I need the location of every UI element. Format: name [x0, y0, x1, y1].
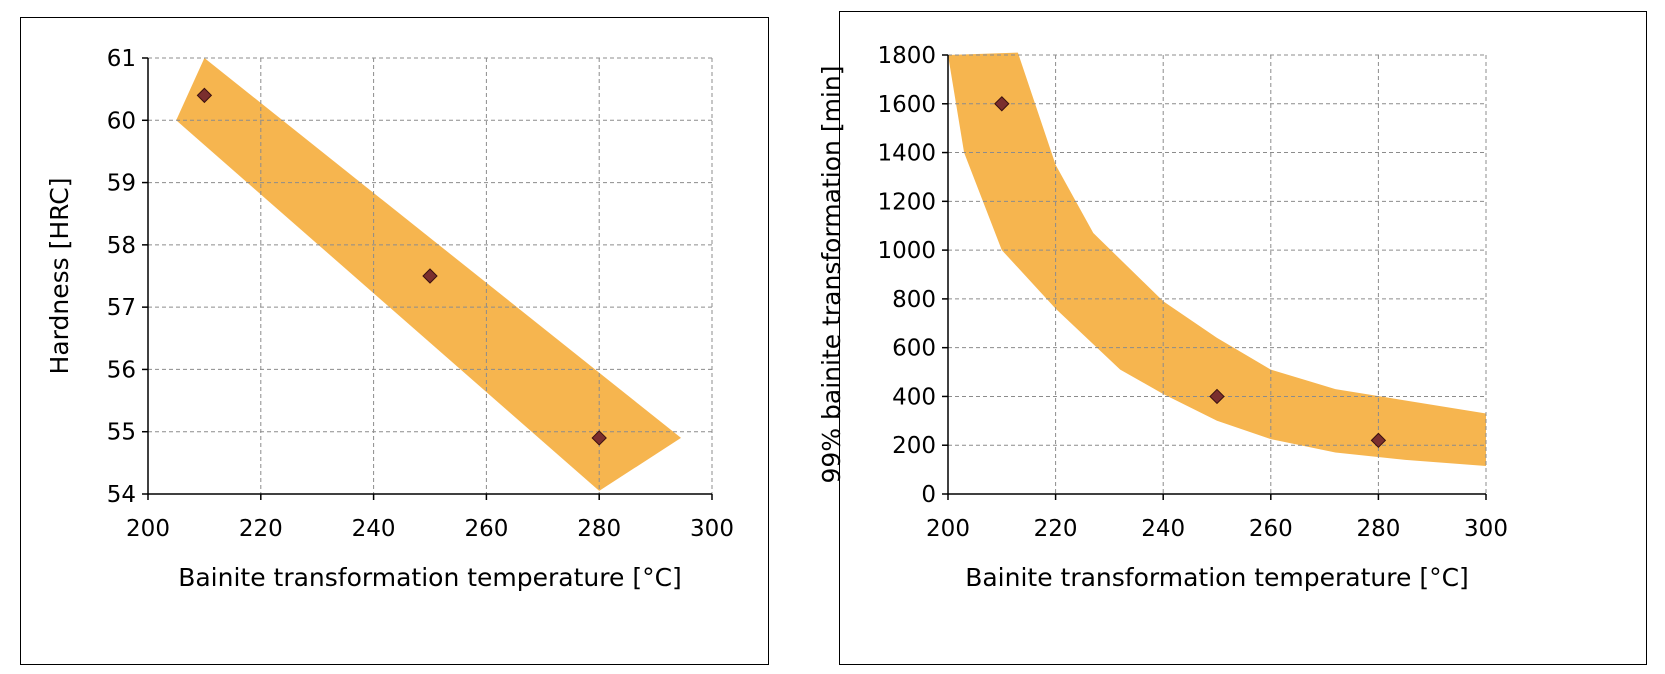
data-point [196, 87, 213, 104]
y-tick-label: 1200 [877, 189, 936, 215]
y-tick-label: 1000 [877, 238, 936, 264]
y-tick-label: 60 [107, 108, 136, 134]
x-tick-label: 240 [352, 516, 396, 542]
y-tick-label: 55 [107, 420, 136, 446]
x-axis-title: Bainite transformation temperature [°C] [965, 563, 1469, 592]
y-tick-label: 1400 [877, 141, 936, 167]
data-point [1370, 432, 1387, 449]
y-tick-label: 58 [107, 233, 136, 259]
y-tick-label: 57 [107, 295, 136, 321]
y-tick-label: 600 [892, 336, 936, 362]
y-tick-label: 1800 [877, 43, 936, 69]
data-point [994, 96, 1010, 112]
x-tick-label: 260 [1249, 516, 1293, 542]
hardness-chart-panel: 200 220 240 260 280 300 54 55 56 57 58 59 60 61 Bainit… [20, 17, 769, 665]
x-tick-label: 280 [577, 516, 621, 542]
hardness-chart: 200 220 240 260 280 300 54 55 56 57 58 59 60 61 Bainit… [45, 46, 734, 592]
x-axis-title: Bainite transformation temperature [°C] [178, 563, 682, 592]
y-axis-title: 99% bainite transformation [min] [817, 66, 846, 484]
transformation-time-chart: 200 220 240 260 280 300 0 200 400 600 800 1000 1200 1… [817, 43, 1508, 592]
y-tick-label: 59 [107, 171, 136, 197]
transformation-time-chart-panel: 200 220 240 260 280 300 0 200 400 600 800 1000 1200 1… [817, 11, 1647, 665]
y-tick-label: 0 [921, 482, 936, 508]
y-axis-title: Hardness [HRC] [45, 178, 74, 375]
x-tick-label: 220 [1034, 516, 1078, 542]
x-tick-label: 240 [1141, 516, 1185, 542]
x-tick-label: 300 [1464, 516, 1508, 542]
x-tick-label: 200 [126, 516, 170, 542]
y-tick-label: 56 [107, 357, 136, 383]
x-tick-label: 280 [1356, 516, 1400, 542]
y-tick-label: 800 [892, 287, 936, 313]
y-tick-label: 1600 [877, 92, 936, 118]
y-tick-label: 200 [892, 433, 936, 459]
y-tick-label: 61 [107, 46, 136, 72]
x-tick-label: 300 [690, 516, 734, 542]
data-point [1209, 388, 1225, 405]
x-tick-label: 220 [239, 516, 283, 542]
y-tick-label: 400 [892, 384, 936, 410]
data-point [422, 268, 438, 284]
data-point [591, 430, 607, 446]
x-tick-label: 200 [926, 516, 970, 542]
x-tick-label: 260 [464, 516, 508, 542]
y-tick-label: 54 [107, 482, 136, 508]
